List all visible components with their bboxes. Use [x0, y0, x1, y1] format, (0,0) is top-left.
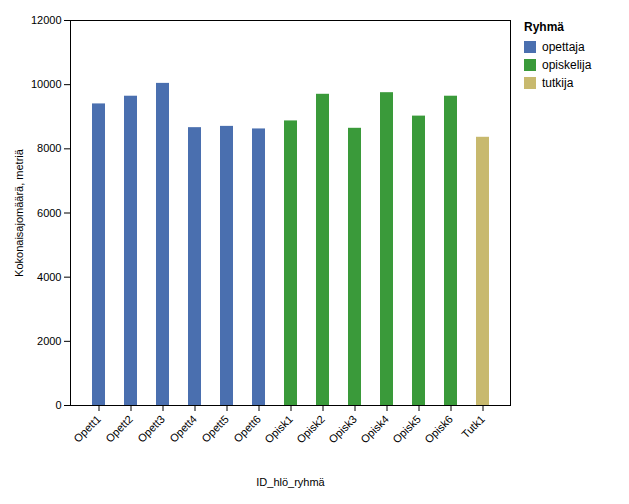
svg-text:Opett2: Opett2 — [103, 413, 135, 445]
svg-text:8000: 8000 — [37, 142, 61, 154]
svg-text:12000: 12000 — [31, 14, 62, 26]
html-text:tutkija: tutkija — [542, 76, 574, 90]
svg-text:Kokonaisajomäärä, metriä: Kokonaisajomäärä, metriä — [13, 148, 25, 277]
svg-text:ID_hlö_ryhmä: ID_hlö_ryhmä — [256, 476, 325, 488]
svg-text:Opisk2: Opisk2 — [294, 413, 327, 446]
svg-text:Opisk6: Opisk6 — [422, 413, 455, 446]
svg-text:Opisk1: Opisk1 — [262, 413, 295, 446]
html-text:opiskelija: opiskelija — [542, 58, 592, 72]
svg-text:0: 0 — [55, 399, 61, 411]
svg-text:4000: 4000 — [37, 271, 61, 283]
svg-text:2000: 2000 — [37, 335, 61, 347]
svg-text:6000: 6000 — [37, 207, 61, 219]
svg-text:Opett3: Opett3 — [135, 413, 167, 445]
svg-text:Opett1: Opett1 — [71, 413, 103, 445]
svg-text:Opisk5: Opisk5 — [390, 413, 423, 446]
svg-text:10000: 10000 — [31, 78, 62, 90]
svg-text:Opett5: Opett5 — [199, 413, 231, 445]
svg-text:Opett4: Opett4 — [167, 413, 199, 445]
html-text:opettaja: opettaja — [542, 40, 585, 54]
svg-text:Opett6: Opett6 — [231, 413, 263, 445]
svg-text:Opisk3: Opisk3 — [326, 413, 359, 446]
html-text:Ryhmä: Ryhmä — [524, 20, 564, 34]
svg-text:Opisk4: Opisk4 — [358, 413, 391, 446]
svg-text:Tutk1: Tutk1 — [459, 413, 487, 441]
